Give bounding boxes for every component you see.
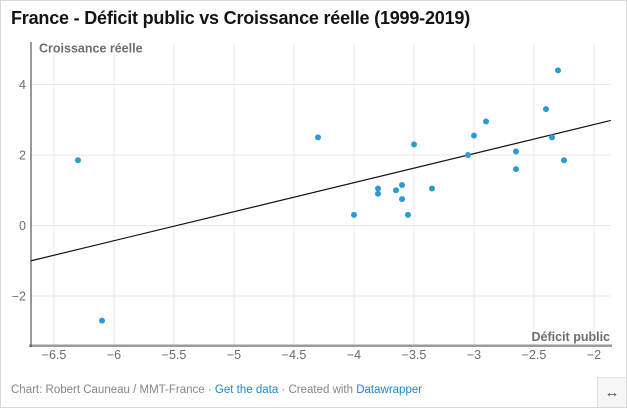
scatter-point[interactable] bbox=[465, 152, 471, 158]
resize-arrows-icon: ↔ bbox=[604, 384, 620, 401]
scatter-point[interactable] bbox=[375, 185, 381, 192]
y-axis-title: Croissance réelle bbox=[39, 42, 143, 56]
x-tick-label: −4.5 bbox=[282, 348, 307, 362]
embed-resize-handle[interactable]: ↔ bbox=[597, 377, 626, 407]
get-the-data-link[interactable]: Get the data bbox=[214, 384, 279, 396]
attribution-text: Chart: Robert Cauneau / MMT-France bbox=[11, 384, 205, 396]
footer-separator: · bbox=[207, 384, 212, 396]
y-tick-label: −2 bbox=[12, 290, 26, 304]
scatter-point[interactable] bbox=[399, 196, 405, 203]
scatter-point[interactable] bbox=[375, 190, 381, 197]
scatter-point[interactable] bbox=[513, 148, 519, 155]
x-tick-label: −3.5 bbox=[402, 348, 427, 362]
scatter-point[interactable] bbox=[471, 132, 477, 139]
x-tick-label: −2 bbox=[587, 348, 601, 362]
scatter-point[interactable] bbox=[405, 211, 411, 218]
x-tick-label: −5.5 bbox=[162, 348, 187, 362]
datawrapper-link[interactable]: Datawrapper bbox=[356, 384, 423, 396]
x-tick-label: −5 bbox=[227, 348, 241, 362]
x-tick-label: −6.5 bbox=[42, 348, 67, 362]
x-tick-label: −6 bbox=[107, 348, 121, 362]
x-tick-label: −4 bbox=[347, 348, 361, 362]
x-axis-title: Déficit public bbox=[532, 330, 611, 344]
scatter-point[interactable] bbox=[399, 181, 405, 188]
scatter-point[interactable] bbox=[429, 185, 435, 192]
y-tick-label: 0 bbox=[19, 219, 26, 233]
chart-footer: Chart: Robert Cauneau / MMT-France · Get… bbox=[11, 384, 422, 396]
trend-line bbox=[31, 119, 611, 262]
created-with-text: Created with bbox=[288, 384, 354, 396]
scatter-point[interactable] bbox=[351, 211, 357, 218]
scatter-point[interactable] bbox=[543, 106, 549, 113]
scatter-point[interactable] bbox=[75, 157, 81, 164]
x-tick-label: −2.5 bbox=[522, 348, 547, 362]
scatter-point[interactable] bbox=[315, 134, 321, 141]
scatter-point[interactable] bbox=[561, 157, 567, 164]
scatter-point[interactable] bbox=[555, 67, 561, 74]
y-tick-label: 4 bbox=[19, 78, 26, 92]
scatter-point[interactable] bbox=[549, 134, 555, 141]
page-title: France - Déficit public vs Croissance ré… bbox=[11, 8, 471, 28]
scatter-point[interactable] bbox=[393, 187, 399, 194]
x-tick-label: −3 bbox=[467, 348, 481, 362]
scatter-point[interactable] bbox=[411, 141, 417, 148]
scatter-point[interactable] bbox=[483, 118, 489, 125]
scatter-point[interactable] bbox=[513, 166, 519, 173]
scatter-point[interactable] bbox=[99, 317, 105, 324]
y-tick-label: 2 bbox=[19, 149, 26, 163]
footer-separator: · bbox=[281, 384, 286, 396]
